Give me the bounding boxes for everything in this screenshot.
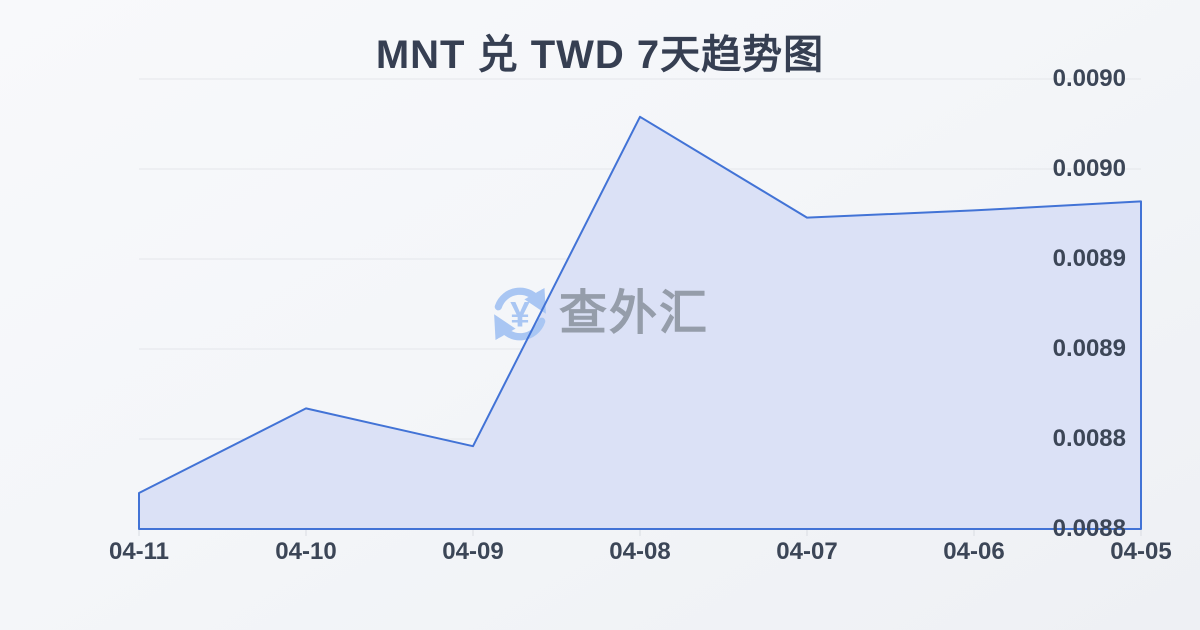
x-axis-tick-label: 04-05 <box>1110 538 1172 565</box>
x-axis-tick-label: 04-10 <box>275 538 337 565</box>
watermark-text: 查外汇 <box>559 287 710 340</box>
x-axis-tick-label: 04-07 <box>776 538 838 565</box>
y-axis-tick-label: 0.0088 <box>1052 425 1126 452</box>
y-axis-tick-label: 0.0089 <box>1052 245 1126 272</box>
y-axis-tick-label: 0.0090 <box>1052 65 1126 92</box>
y-axis-tick-label: 0.0088 <box>1052 515 1126 542</box>
currency-exchange-icon: ¥ <box>494 287 546 341</box>
watermark: ¥ 查外汇 <box>487 281 709 347</box>
x-axis-tick-label: 04-11 <box>108 538 170 565</box>
yuan-symbol: ¥ <box>510 295 530 334</box>
y-axis-tick-label: 0.0090 <box>1052 155 1126 182</box>
x-axis-tick-label: 04-09 <box>442 538 504 565</box>
x-axis-tick-label: 04-06 <box>943 538 1005 565</box>
y-axis-tick-label: 0.0089 <box>1052 335 1126 362</box>
x-axis-tick-label: 04-08 <box>609 538 671 565</box>
chart-title: MNT 兑 TWD 7天趋势图 <box>375 33 825 77</box>
